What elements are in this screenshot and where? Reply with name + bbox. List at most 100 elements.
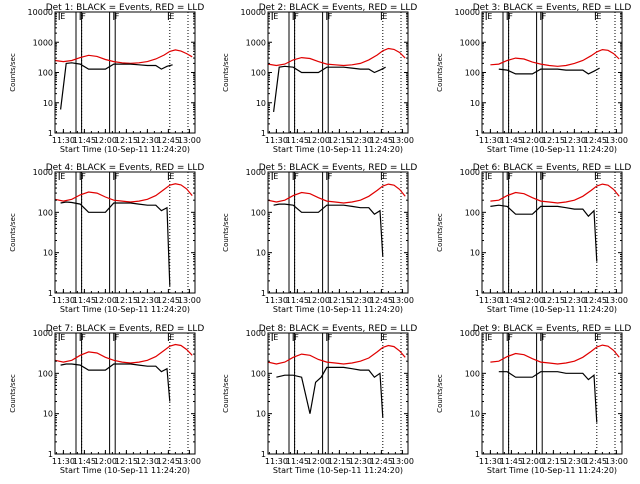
y-tick-label: 100 [465, 69, 480, 78]
x-tick-label: 13:00 [178, 457, 201, 466]
marker-label-E: E [487, 12, 492, 21]
y-axis-label: Counts/sec [436, 374, 444, 413]
y-tick-label: 1000 [33, 38, 53, 47]
marker-label-E: E [60, 172, 65, 181]
marker-label-F: F [115, 172, 120, 181]
series-line-events [273, 203, 384, 257]
y-tick-label: 100 [465, 208, 480, 217]
gap-interval-outline [109, 172, 116, 294]
gap-interval-outline [322, 172, 329, 294]
plot-frame [481, 171, 623, 294]
marker-label-E: E [596, 172, 601, 181]
x-tick-label: 11:30 [265, 457, 288, 466]
x-tick-label: 13:00 [605, 136, 628, 145]
x-axis-label: Start Time (10-Sep-11 11:24:20) [273, 145, 403, 154]
y-tick-label: 10 [470, 99, 480, 108]
series-line-events [60, 363, 171, 402]
panel-title: Det 8: BLACK = Events, RED = LLD [259, 324, 418, 334]
x-tick-label: 12:00 [307, 296, 330, 305]
series-line-events [498, 67, 600, 75]
x-tick-label: 11:30 [52, 457, 75, 466]
x-tick-label: 12:15 [328, 296, 351, 305]
marker-label-E: E [382, 172, 387, 181]
y-tick-label: 1 [261, 129, 266, 138]
marker-label-F: F [508, 333, 513, 342]
x-tick-label: 12:00 [94, 296, 117, 305]
marker-label-E: E [60, 12, 65, 21]
y-tick-label: 1000 [460, 329, 480, 338]
marker-label-F: F [328, 333, 333, 342]
y-axis-label: Counts/sec [9, 53, 17, 92]
y-tick-label: 100 [251, 369, 266, 378]
panel-title: Det 4: BLACK = Events, RED = LLD [46, 163, 205, 173]
y-tick-label: 10000 [241, 8, 266, 17]
y-axis-label: Counts/sec [436, 213, 444, 252]
x-tick-label: 12:30 [349, 296, 372, 305]
marker-label-F: F [508, 172, 513, 181]
x-tick-label: 12:30 [136, 296, 159, 305]
x-tick-label: 11:45 [286, 296, 309, 305]
y-tick-label: 1 [48, 129, 53, 138]
marker-label-E: E [60, 333, 65, 342]
x-tick-label: 11:45 [500, 296, 523, 305]
x-tick-label: 11:30 [479, 457, 502, 466]
x-tick-label: 12:15 [328, 457, 351, 466]
x-tick-label: 12:45 [157, 296, 180, 305]
x-tick-label: 13:00 [391, 296, 414, 305]
gap-interval-outline [109, 333, 116, 455]
marker-label-E: E [169, 172, 174, 181]
marker-label-E: E [596, 12, 601, 21]
x-tick-label: 12:30 [136, 457, 159, 466]
marker-label-F: F [542, 333, 547, 342]
y-tick-label: 1000 [246, 38, 266, 47]
x-tick-label: 12:45 [157, 136, 180, 145]
y-tick-label: 100 [251, 208, 266, 217]
gap-interval-outline [75, 333, 83, 455]
y-axis-label: Counts/sec [222, 53, 230, 92]
y-tick-label: 100 [251, 69, 266, 78]
y-tick-label: 1 [475, 129, 480, 138]
x-tick-label: 12:15 [115, 457, 138, 466]
series-line-events [276, 366, 384, 418]
gap-interval-outline [322, 12, 329, 134]
x-tick-label: 12:15 [115, 296, 138, 305]
marker-label-F: F [328, 12, 333, 21]
y-axis-label: Counts/sec [222, 213, 230, 252]
gap-interval-outline [536, 172, 543, 294]
plot-frame [267, 332, 409, 455]
x-tick-label: 12:00 [94, 457, 117, 466]
gap-interval-outline [502, 333, 510, 455]
gap-interval-outline [288, 333, 296, 455]
y-tick-label: 100 [38, 208, 53, 217]
x-tick-label: 12:15 [542, 296, 565, 305]
series-line-events [60, 62, 173, 110]
x-tick-label: 12:30 [563, 296, 586, 305]
marker-label-E: E [487, 172, 492, 181]
x-tick-label: 11:45 [73, 296, 96, 305]
y-tick-label: 1 [475, 289, 480, 298]
series-line-lld [268, 344, 406, 365]
gap-interval-outline [109, 12, 116, 134]
x-axis-label: Start Time (10-Sep-11 11:24:20) [487, 145, 617, 154]
x-tick-label: 13:00 [391, 136, 414, 145]
y-tick-label: 1 [48, 450, 53, 459]
x-tick-label: 12:00 [521, 296, 544, 305]
marker-label-E: E [169, 333, 174, 342]
x-axis-label: Start Time (10-Sep-11 11:24:20) [60, 466, 190, 475]
marker-label-E: E [273, 12, 278, 21]
x-tick-label: 12:30 [349, 457, 372, 466]
gap-interval-outline [502, 12, 510, 134]
x-tick-label: 12:45 [370, 136, 393, 145]
x-tick-label: 11:45 [286, 457, 309, 466]
x-tick-label: 11:45 [286, 136, 309, 145]
y-tick-label: 1 [261, 289, 266, 298]
y-tick-label: 1000 [33, 329, 53, 338]
marker-label-E: E [382, 12, 387, 21]
panel-title: Det 9: BLACK = Events, RED = LLD [473, 324, 632, 334]
y-axis-label: Counts/sec [222, 374, 230, 413]
